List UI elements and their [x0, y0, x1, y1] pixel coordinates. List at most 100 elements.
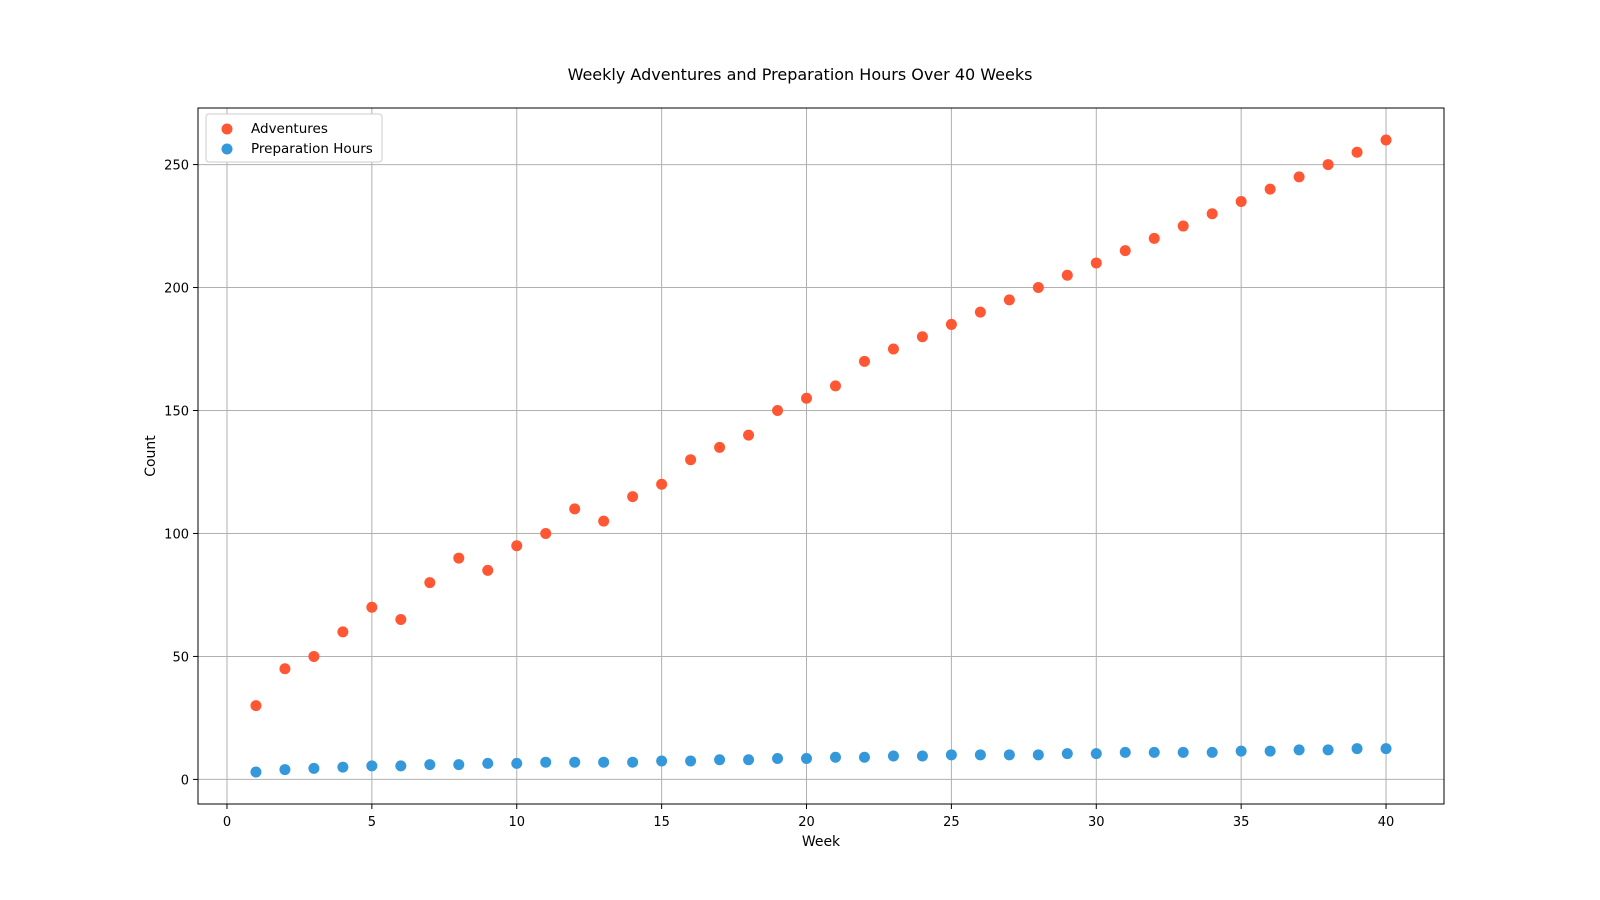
point-adventures	[1264, 183, 1276, 195]
point-adventures	[424, 577, 436, 589]
point-preparation-hours	[1264, 745, 1276, 757]
point-adventures	[1119, 245, 1131, 257]
point-preparation-hours	[1177, 746, 1189, 758]
y-tick-label: 150	[164, 405, 189, 420]
point-adventures	[1148, 232, 1160, 244]
point-adventures	[1003, 294, 1015, 306]
point-preparation-hours	[598, 756, 610, 768]
point-adventures	[250, 700, 262, 712]
point-adventures	[974, 306, 986, 318]
y-tick-label: 100	[164, 527, 189, 542]
point-preparation-hours	[1148, 746, 1160, 758]
x-tick-label: 40	[1378, 815, 1395, 830]
point-preparation-hours	[395, 760, 407, 772]
point-adventures	[916, 331, 928, 343]
x-tick-label: 25	[943, 815, 960, 830]
point-adventures	[1235, 195, 1247, 207]
point-preparation-hours	[1235, 745, 1247, 757]
y-tick-label: 0	[181, 773, 189, 788]
point-adventures	[772, 405, 784, 417]
point-adventures	[482, 564, 494, 576]
point-adventures	[1380, 134, 1392, 146]
point-adventures	[337, 626, 349, 638]
point-preparation-hours	[482, 757, 494, 769]
point-preparation-hours	[1032, 749, 1044, 761]
point-adventures	[945, 318, 957, 330]
point-preparation-hours	[569, 756, 581, 768]
point-adventures	[569, 503, 581, 515]
point-preparation-hours	[308, 762, 320, 774]
point-preparation-hours	[1003, 749, 1015, 761]
point-preparation-hours	[279, 764, 291, 776]
point-adventures	[1322, 159, 1334, 171]
point-adventures	[366, 601, 378, 613]
x-tick-label: 15	[653, 815, 670, 830]
point-adventures	[656, 478, 668, 490]
legend-marker-preparation-hours	[221, 143, 233, 155]
point-adventures	[743, 429, 755, 441]
point-preparation-hours	[627, 756, 639, 768]
point-adventures	[1206, 208, 1218, 220]
point-preparation-hours	[1119, 746, 1131, 758]
point-preparation-hours	[1061, 748, 1073, 760]
point-preparation-hours	[424, 759, 436, 771]
point-preparation-hours	[829, 751, 841, 763]
point-preparation-hours	[772, 753, 784, 765]
point-preparation-hours	[453, 759, 465, 771]
legend-label-adventures: Adventures	[251, 121, 328, 137]
point-preparation-hours	[887, 750, 899, 762]
point-adventures	[511, 540, 523, 552]
point-preparation-hours	[801, 753, 813, 765]
point-adventures	[829, 380, 841, 392]
y-tick-label: 50	[172, 650, 189, 665]
point-preparation-hours	[1293, 744, 1305, 756]
point-adventures	[1032, 282, 1044, 294]
point-preparation-hours	[858, 751, 870, 763]
point-preparation-hours	[1206, 746, 1218, 758]
x-tick-label: 35	[1233, 815, 1250, 830]
y-tick-label: 250	[164, 159, 189, 174]
point-preparation-hours	[714, 754, 726, 766]
plot-frame	[197, 107, 1445, 805]
point-preparation-hours	[540, 756, 552, 768]
point-preparation-hours	[1090, 748, 1102, 760]
point-preparation-hours	[366, 760, 378, 772]
y-tick-label: 200	[164, 282, 189, 297]
point-adventures	[1293, 171, 1305, 183]
point-preparation-hours	[1380, 743, 1392, 755]
point-preparation-hours	[1322, 744, 1334, 756]
axis-ticks: 0 5 10 15 20 25 30 35 40 0 50 100 150 200 250	[164, 159, 1394, 830]
point-adventures	[279, 663, 291, 675]
point-adventures	[308, 650, 320, 662]
point-adventures	[685, 454, 697, 466]
data-points	[250, 134, 1392, 778]
point-adventures	[801, 392, 813, 404]
point-adventures	[540, 527, 552, 539]
point-preparation-hours	[511, 757, 523, 769]
point-preparation-hours	[656, 755, 668, 767]
point-adventures	[1351, 146, 1363, 158]
y-axis-label: Count	[143, 435, 159, 477]
point-adventures	[453, 552, 465, 564]
x-tick-label: 0	[223, 815, 231, 830]
point-adventures	[714, 441, 726, 453]
x-tick-label: 10	[508, 815, 525, 830]
point-preparation-hours	[974, 749, 986, 761]
grid-lines	[198, 108, 1444, 804]
point-preparation-hours	[337, 761, 349, 773]
x-tick-label: 5	[368, 815, 376, 830]
legend-marker-adventures	[221, 123, 233, 135]
point-preparation-hours	[1351, 743, 1363, 755]
point-adventures	[1061, 269, 1073, 281]
legend-label-preparation-hours: Preparation Hours	[251, 141, 373, 157]
point-preparation-hours	[743, 754, 755, 766]
legend: Adventures Preparation Hours	[205, 113, 383, 163]
point-adventures	[1090, 257, 1102, 269]
point-preparation-hours	[250, 766, 262, 778]
chart-title: Weekly Adventures and Preparation Hours …	[568, 65, 1033, 84]
point-adventures	[1177, 220, 1189, 232]
x-axis-label: Week	[802, 834, 841, 850]
point-adventures	[395, 614, 407, 626]
point-preparation-hours	[945, 749, 957, 761]
